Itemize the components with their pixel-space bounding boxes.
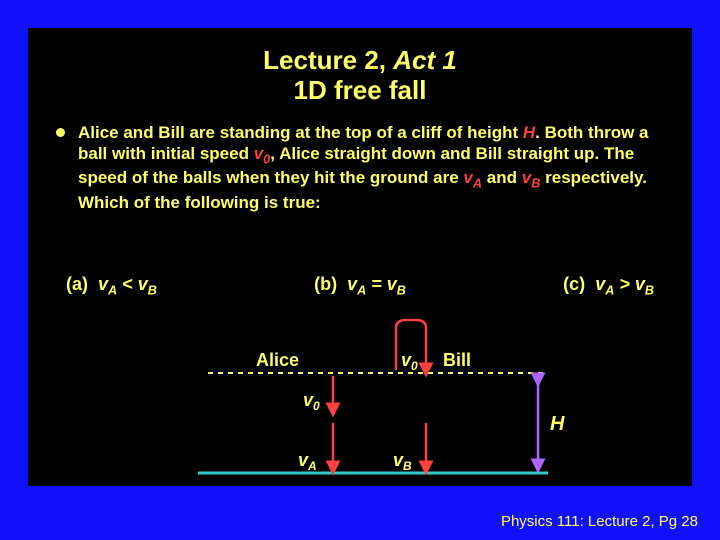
title-line1-pre: Lecture 2,: [263, 45, 393, 75]
title-line1-act: Act 1: [393, 45, 457, 75]
bullet-icon: [56, 128, 65, 137]
option-c-rel: >: [619, 274, 630, 294]
label-bill: Bill: [443, 350, 471, 370]
label-alice: Alice: [256, 350, 299, 370]
label-v0-alice: v0: [303, 390, 320, 413]
title-line2: 1D free fall: [294, 75, 427, 105]
option-b-label: (b): [314, 274, 337, 294]
option-c-label: (c): [563, 274, 585, 294]
body-text: Alice and Bill are standing at the top o…: [28, 106, 692, 213]
option-c: (c) vA > vB: [563, 274, 654, 298]
label-vB: vB: [393, 450, 412, 473]
option-a-label: (a): [66, 274, 88, 294]
option-b: (b) vA = vB: [314, 274, 406, 298]
options-row: (a) vA < vB (b) vA = vB (c) vA > vB: [66, 274, 654, 298]
label-v0-bill: v0: [401, 350, 418, 373]
label-vA: vA: [298, 450, 317, 473]
body-paragraph: Alice and Bill are standing at the top o…: [78, 123, 648, 212]
option-b-rel: =: [371, 274, 382, 294]
footer: Physics 111: Lecture 2, Pg 28: [501, 513, 698, 530]
slide-title: Lecture 2, Act 1 1D free fall: [28, 28, 692, 106]
diagram: Alice v0 vA v0 Bill vB: [168, 318, 588, 488]
slide: Lecture 2, Act 1 1D free fall Alice and …: [0, 0, 720, 540]
slide-inner: Lecture 2, Act 1 1D free fall Alice and …: [28, 28, 692, 486]
option-a: (a) vA < vB: [66, 274, 157, 298]
label-H: H: [550, 413, 565, 435]
option-a-rel: <: [122, 274, 133, 294]
